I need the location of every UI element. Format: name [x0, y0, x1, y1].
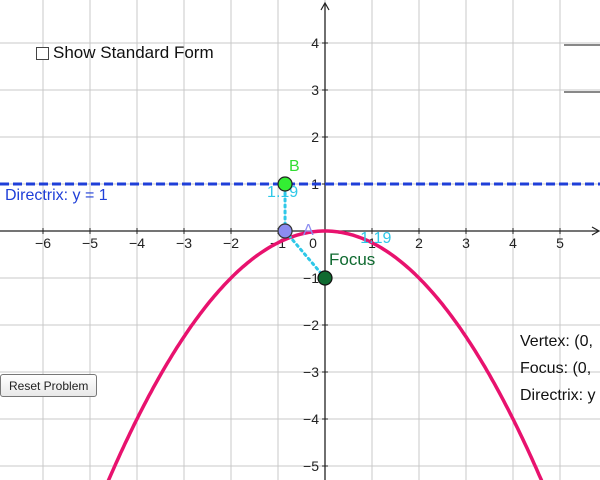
y-tick-label: −2: [303, 317, 319, 333]
point-A-label: A: [303, 222, 314, 239]
y-tick-label: −4: [303, 411, 319, 427]
x-tick-label: 2: [415, 235, 423, 251]
y-tick-label: −1: [303, 270, 319, 286]
y-tick-label: 2: [311, 129, 319, 145]
checkbox-box[interactable]: [36, 46, 49, 60]
x-tick-label: −4: [129, 235, 145, 251]
vertex-readout: Vertex: (0,: [520, 333, 593, 350]
y-tick-label: 3: [311, 82, 319, 98]
x-axis-arrow: [591, 226, 600, 236]
x-tick-label: 5: [556, 235, 564, 251]
y-tick-label: −3: [303, 364, 319, 380]
tick-labels: −6−5−4−3−2−10123454321−1−2−3−4−5: [35, 35, 564, 474]
y-tick-label: −5: [303, 458, 319, 474]
show-standard-form-checkbox[interactable]: Show Standard Form: [36, 43, 214, 63]
directrix-readout: Directrix: y: [520, 387, 596, 404]
focus-label: Focus: [329, 250, 375, 269]
x-tick-label: −2: [223, 235, 239, 251]
directrix-label: Directrix: y = 1: [5, 187, 108, 204]
parabola-curve[interactable]: [102, 229, 549, 480]
x-tick-label: −5: [82, 235, 98, 251]
y-axis-arrow: [320, 1, 330, 11]
point-focus[interactable]: [317, 270, 333, 286]
info-panel: Vertex: (0, Focus: (0, Directrix: y: [520, 328, 596, 409]
x-tick-label: −6: [35, 235, 51, 251]
distance-label-AF: 1.19: [360, 230, 391, 247]
point-B-label: B: [289, 158, 300, 175]
x-tick-label: −3: [176, 235, 192, 251]
segment-A-focus: [283, 229, 327, 280]
y-tick-label: 4: [311, 35, 319, 51]
point-B[interactable]: [277, 176, 293, 192]
x-tick-label: 4: [509, 235, 517, 251]
checkbox-label: Show Standard Form: [53, 43, 214, 62]
focus-readout: Focus: (0,: [520, 360, 592, 377]
x-tick-label: 3: [462, 235, 470, 251]
reset-problem-button[interactable]: Reset Problem: [0, 374, 98, 397]
x-tick-label: 0: [309, 235, 317, 251]
point-A[interactable]: [277, 223, 293, 239]
